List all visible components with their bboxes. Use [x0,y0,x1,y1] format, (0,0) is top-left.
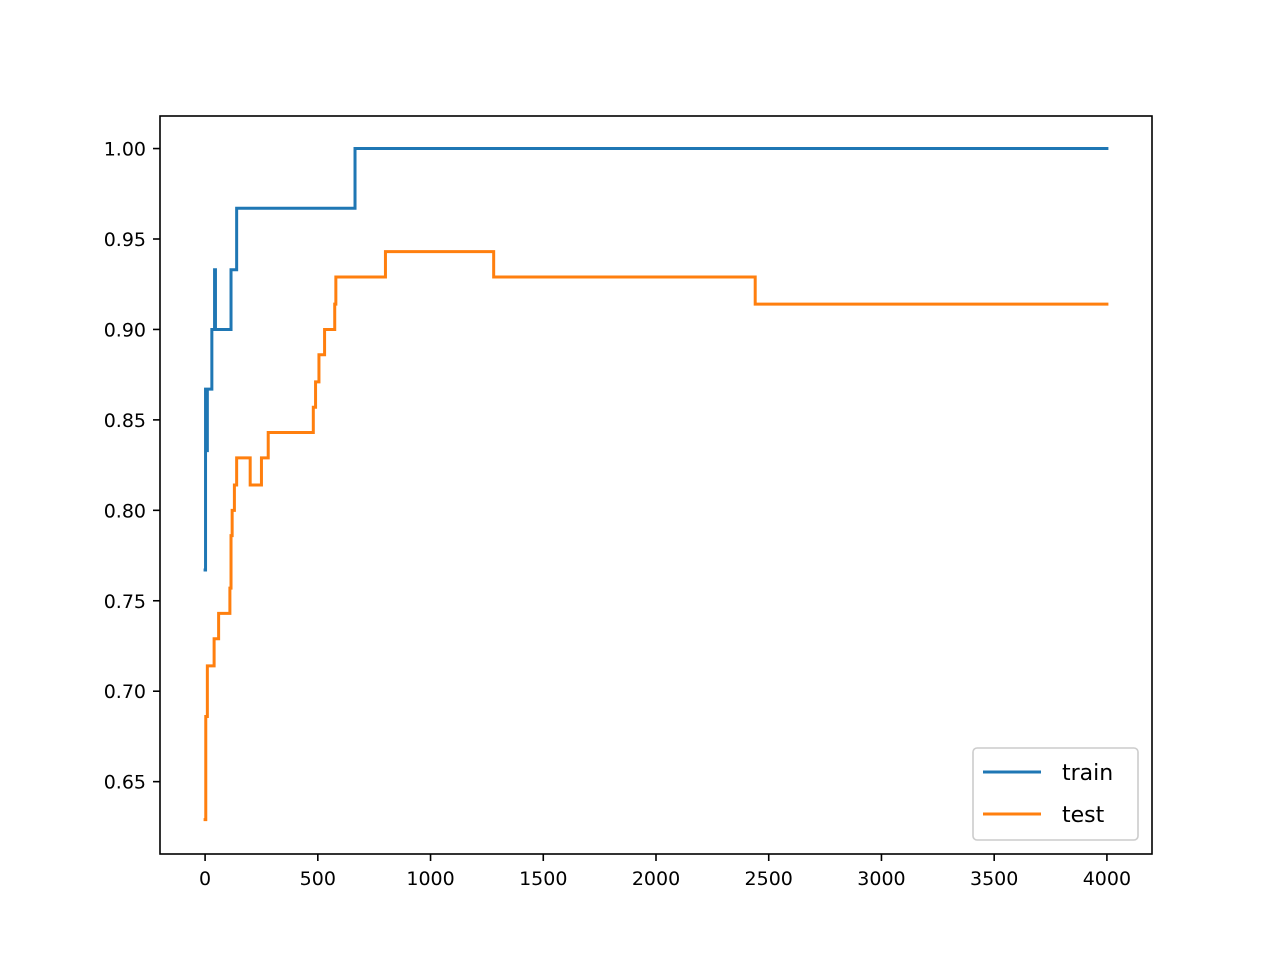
y-tick-label: 0.85 [104,410,146,432]
x-tick-label: 0 [199,868,211,890]
x-tick-label: 3500 [970,868,1018,890]
y-tick-label: 0.95 [104,229,146,251]
x-tick-label: 2000 [632,868,680,890]
y-tick-label: 1.00 [104,139,146,161]
x-tick-label: 1000 [406,868,454,890]
legend: train test [972,747,1139,841]
legend-label-train: train [1062,761,1113,786]
series-line-train [203,147,1109,572]
y-tick-label: 0.65 [104,772,146,794]
y-axis: 0.65 0.70 0.75 0.80 0.85 0.90 0.95 1.00 [104,139,160,794]
plot-background [160,116,1152,854]
legend-label-test: test [1062,803,1105,828]
series-line-test [203,250,1109,822]
y-tick-label: 0.80 [104,500,146,522]
y-tick-label: 0.75 [104,591,146,613]
y-tick-label: 0.70 [104,681,146,703]
x-tick-label: 4000 [1083,868,1131,890]
x-axis: 0 500 1000 1500 2000 2500 3000 3500 4000 [199,854,1131,890]
x-tick-label: 3000 [857,868,905,890]
x-tick-label: 1500 [519,868,567,890]
y-tick-label: 0.90 [104,319,146,341]
legend-box [972,747,1139,841]
x-tick-label: 500 [300,868,336,890]
series-layer [203,147,1109,822]
x-tick-label: 2500 [745,868,793,890]
